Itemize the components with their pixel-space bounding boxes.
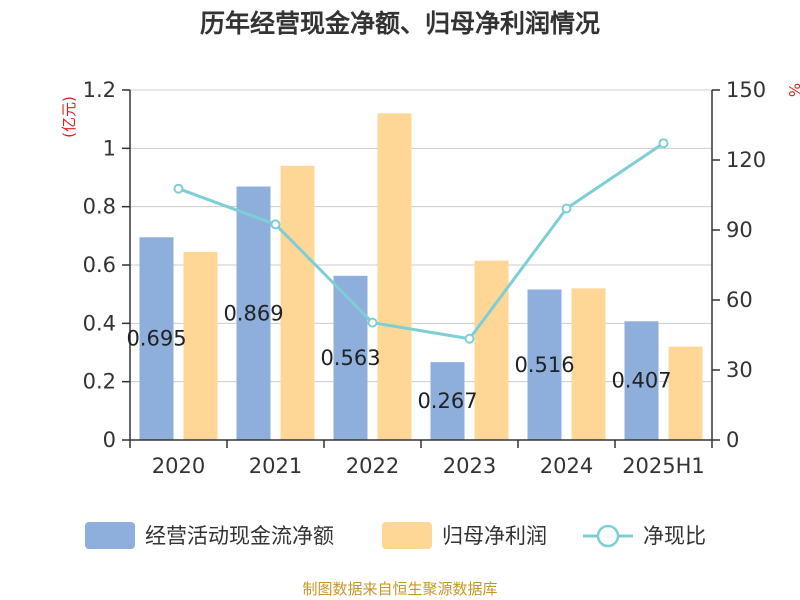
bar-netprofit [571,288,606,440]
left-axis-tick-label: 1.2 [83,78,116,102]
right-axis-tick-label: 90 [726,218,753,242]
x-axis-tick-label: 2022 [346,454,399,478]
left-axis-tick-label: 0 [103,428,116,452]
bar-cashflow [624,321,659,440]
legend-swatch-netprofit [382,522,432,549]
bar-cashflow [139,237,174,440]
axes: 0 0.2 0.4 0.6 0.8 1 1.2 0 30 60 90 120 150 2020 2021 20… [83,78,767,478]
ratio-point [658,138,669,149]
right-axis-tick-label: 120 [726,148,766,172]
data-label-cashflow: 0.695 [126,327,186,351]
ratio-point [270,219,281,230]
bar-cashflow [430,362,465,440]
x-axis-tick-label: 2021 [249,454,302,478]
bar-cashflow [236,186,271,440]
bar-cashflow [527,289,562,440]
bars [139,113,703,441]
bar-netprofit [474,260,509,440]
data-label-cashflow: 0.267 [417,389,477,413]
left-axis-tick-label: 0.2 [83,370,116,394]
left-axis-unit: (亿元) [60,96,78,138]
right-axis-tick-label: 60 [726,288,753,312]
legend-label-ratio: 净现比 [643,524,706,548]
right-axis-tick-label: 150 [726,78,766,102]
data-label-cashflow: 0.516 [514,353,574,377]
ratio-point [173,183,184,194]
left-axis-tick-label: 1 [103,136,116,160]
x-axis-tick-label: 2023 [443,454,496,478]
legend-label-cashflow: 经营活动现金流净额 [145,524,334,548]
x-axis-tick-label: 2020 [152,454,205,478]
legend: 经营活动现金流净额 归母净利润 净现比 [85,522,706,549]
ratio-point [561,203,572,214]
right-axis-unit: % [785,83,800,97]
bar-netprofit [280,165,315,441]
left-axis-tick-label: 0.8 [83,195,116,219]
legend-swatch-cashflow [85,522,135,549]
chart-title: 历年经营现金净额、归母净利润情况 [200,9,600,38]
legend-marker-ratio [596,524,620,548]
data-source: 制图数据来自恒生聚源数据库 [302,580,497,598]
legend-item-cashflow[interactable]: 经营活动现金流净额 [85,522,334,549]
data-label-cashflow: 0.407 [611,369,671,393]
left-axis-tick-label: 0.4 [83,311,116,335]
ratio-line [173,138,669,344]
bar-cashflow [333,275,368,440]
x-axis-tick-label: 2025H1 [622,454,705,478]
ratio-line-path [177,141,665,341]
legend-label-netprofit: 归母净利润 [442,524,547,548]
left-axis-tick-label: 0.6 [83,253,116,277]
legend-item-ratio[interactable]: 净现比 [583,524,706,548]
right-axis-tick-label: 0 [726,428,739,452]
data-label-cashflow: 0.869 [223,301,283,325]
data-labels: 0.695 0.869 0.563 0.267 0.516 0.407 [126,301,671,413]
data-label-cashflow: 0.563 [320,346,380,370]
bar-netprofit [183,251,218,440]
right-axis-tick-label: 30 [726,358,753,382]
bar-netprofit [377,113,412,440]
legend-item-netprofit[interactable]: 归母净利润 [382,522,547,549]
bar-netprofit [668,346,703,440]
ratio-point [464,333,475,344]
x-axis-tick-label: 2024 [540,454,593,478]
ratio-point [367,317,378,328]
